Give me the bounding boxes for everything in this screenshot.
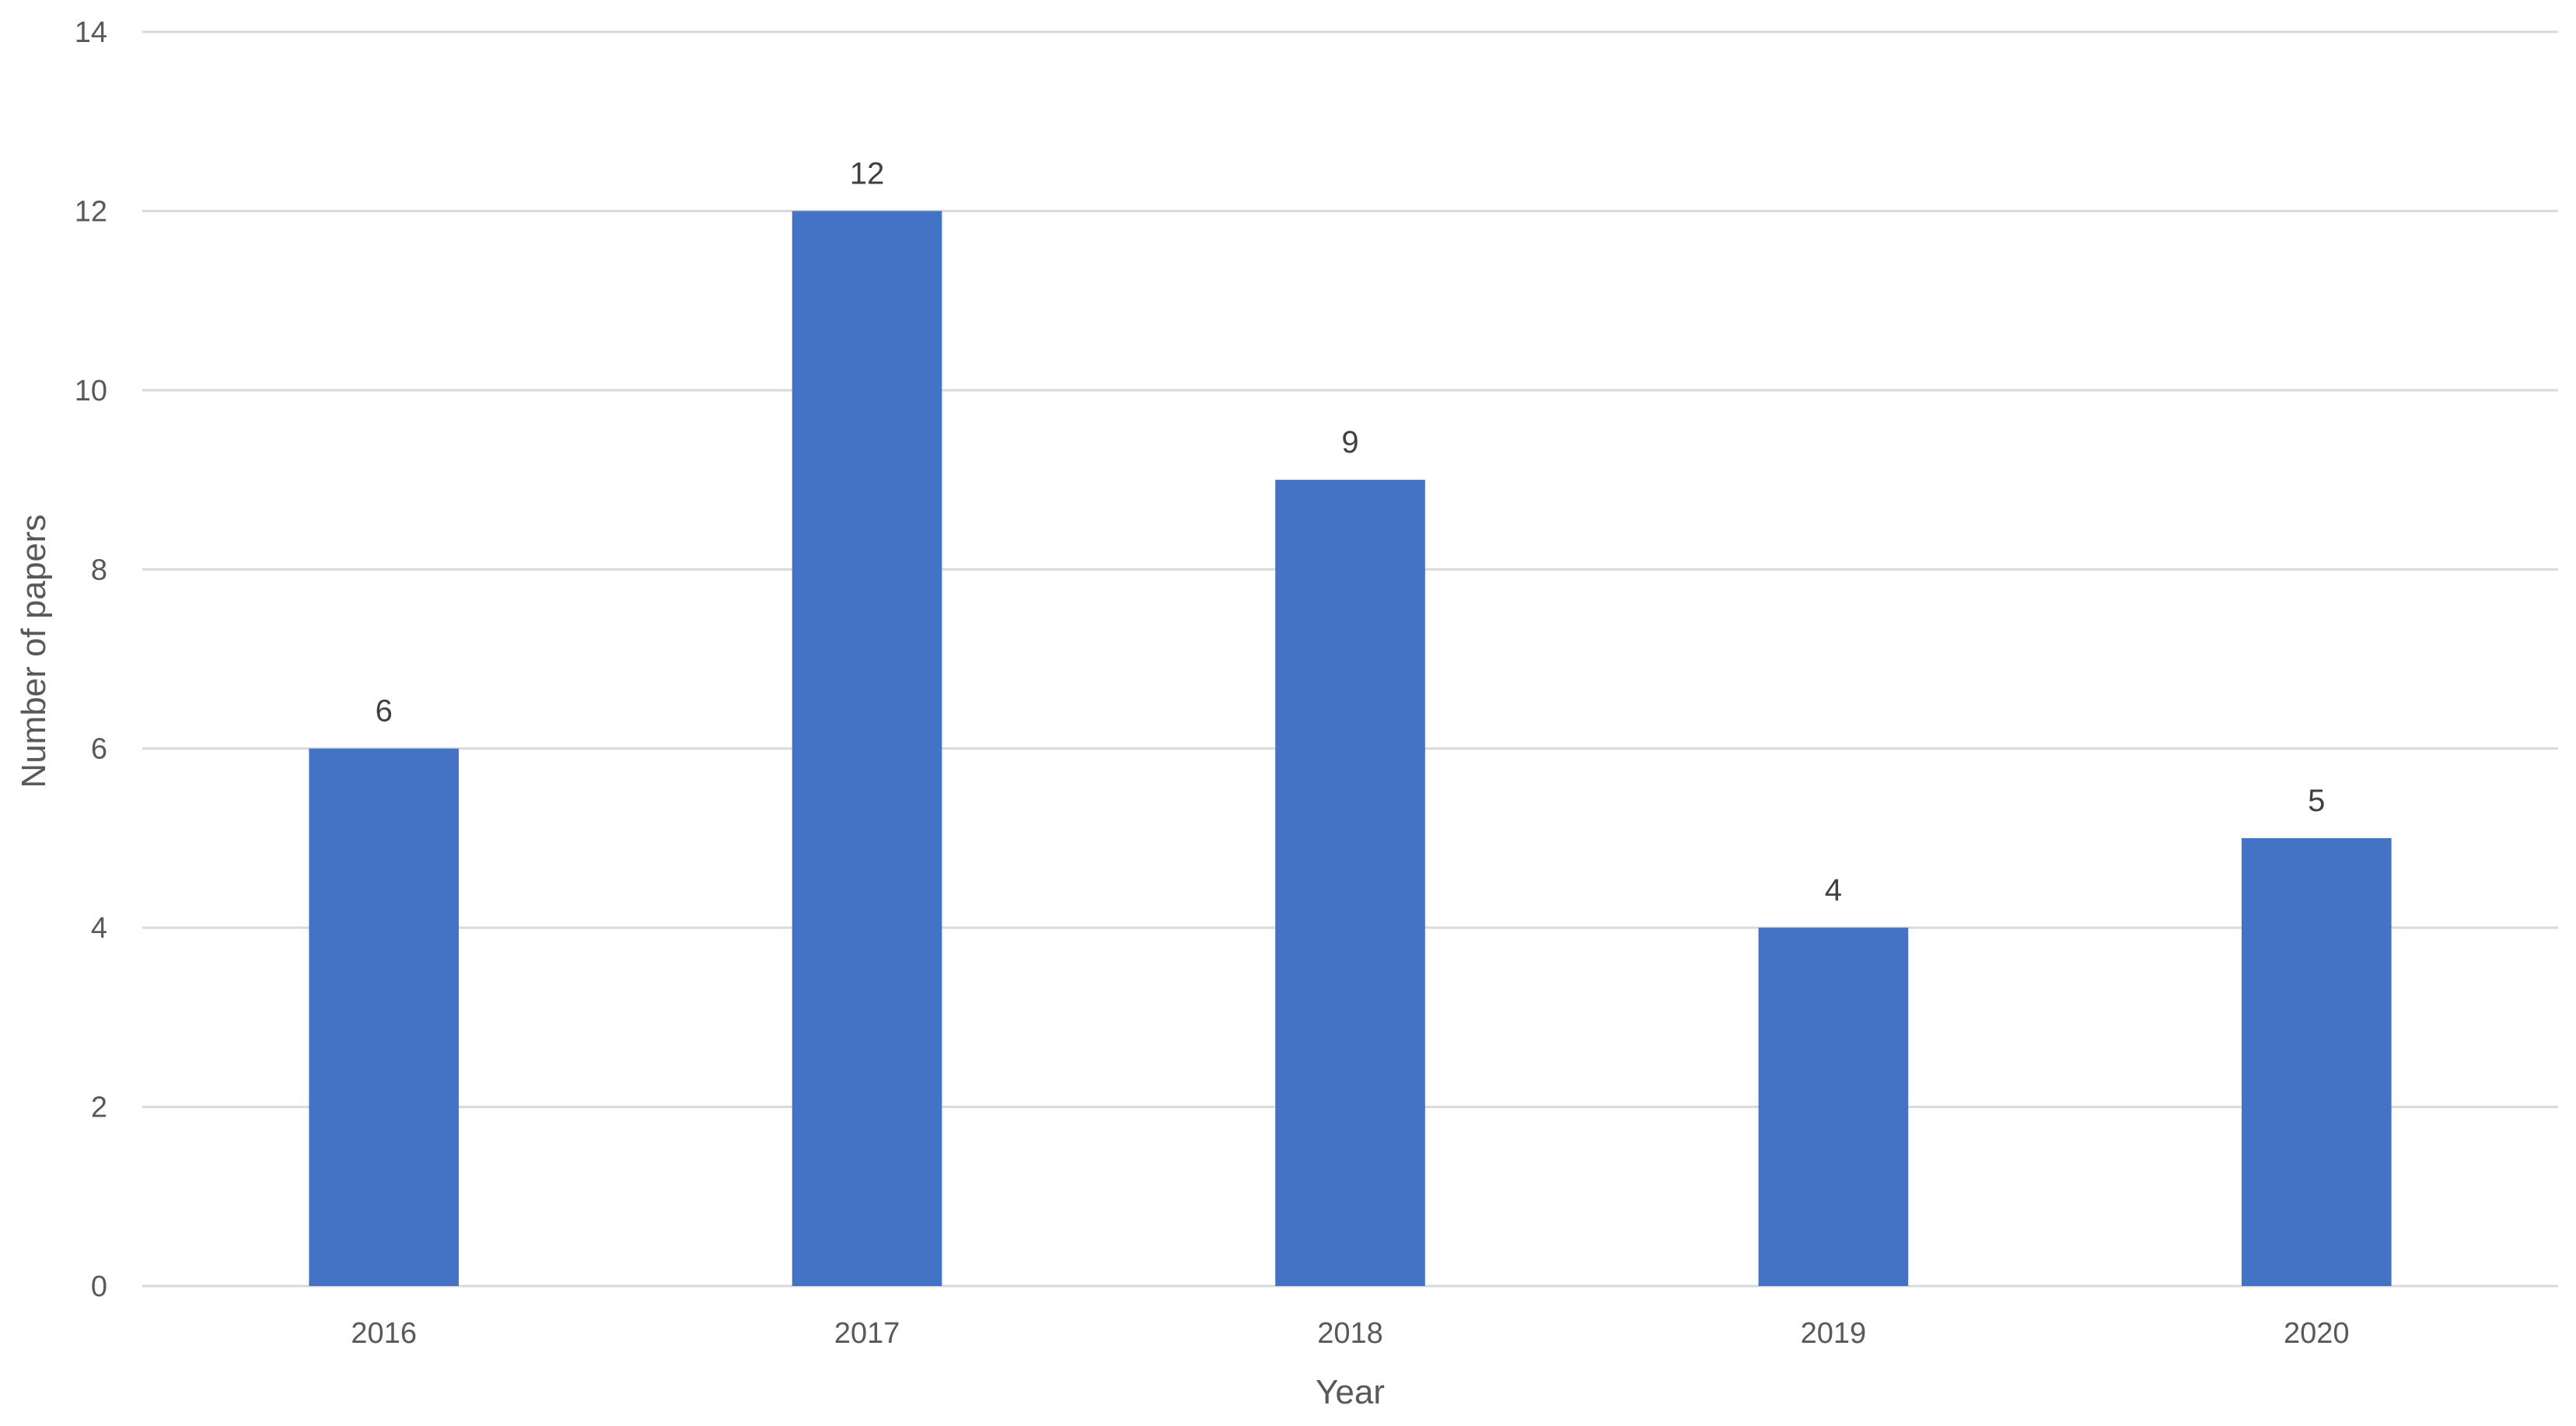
y-axis-title: Number of papers bbox=[15, 514, 53, 788]
y-tick-label: 10 bbox=[75, 375, 107, 407]
y-tick-label: 2 bbox=[91, 1092, 107, 1124]
x-tick-label: 2019 bbox=[1801, 1317, 1867, 1350]
bar-2019 bbox=[1758, 928, 1909, 1286]
data-labels: 6 12 9 4 5 bbox=[376, 156, 2326, 907]
y-tick-label: 8 bbox=[91, 554, 107, 586]
data-label-2017: 12 bbox=[850, 156, 885, 190]
x-axis-ticks: 2016 2017 2018 2019 2020 bbox=[351, 1317, 2349, 1350]
x-axis-title: Year bbox=[1316, 1373, 1385, 1411]
x-tick-label: 2017 bbox=[834, 1317, 900, 1350]
data-label-2016: 6 bbox=[376, 694, 393, 729]
y-axis-ticks: 0 2 4 6 8 10 12 14 bbox=[75, 16, 107, 1303]
bar-2018 bbox=[1275, 480, 1425, 1286]
data-label-2020: 5 bbox=[2308, 784, 2325, 818]
y-tick-label: 14 bbox=[75, 16, 107, 49]
bar-2017 bbox=[792, 211, 942, 1286]
data-label-2018: 9 bbox=[1341, 425, 1358, 460]
bar-2016 bbox=[309, 748, 460, 1286]
data-label-2019: 4 bbox=[1825, 873, 1842, 907]
y-tick-label: 6 bbox=[91, 733, 107, 766]
x-tick-label: 2018 bbox=[1317, 1317, 1383, 1350]
bar-2020 bbox=[2241, 837, 2392, 1286]
x-tick-label: 2016 bbox=[351, 1317, 417, 1350]
bars bbox=[309, 211, 2392, 1286]
x-tick-label: 2020 bbox=[2284, 1317, 2350, 1350]
y-tick-label: 4 bbox=[91, 912, 107, 945]
y-tick-label: 12 bbox=[75, 195, 107, 228]
y-tick-label: 0 bbox=[91, 1270, 107, 1303]
